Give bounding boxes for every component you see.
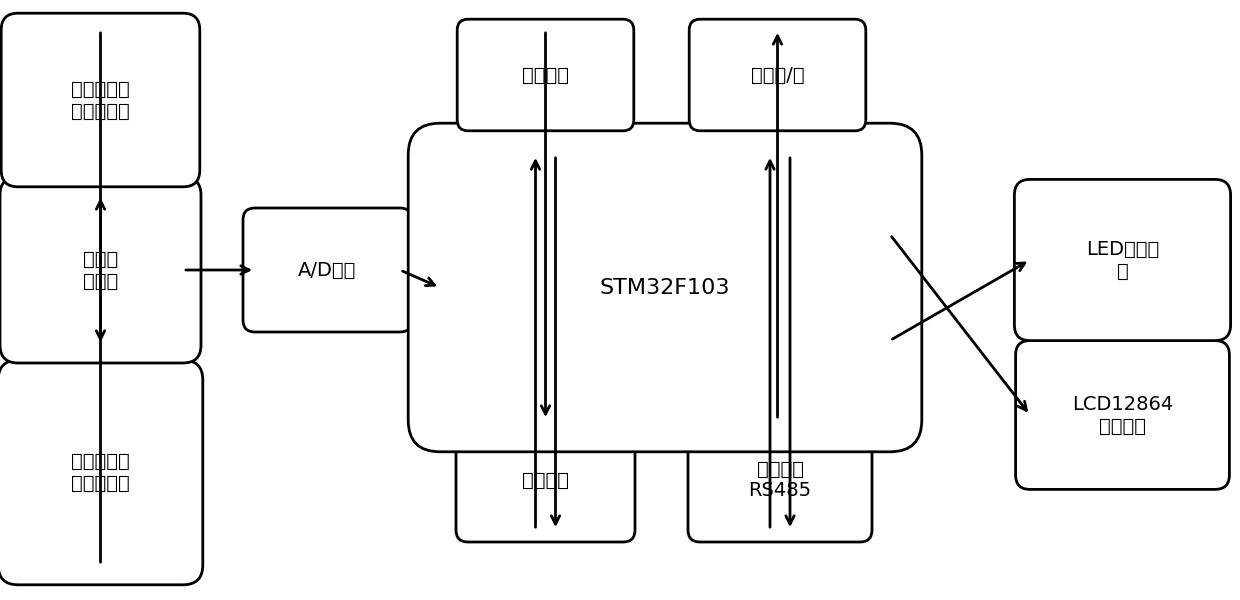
Text: 风机启/停: 风机启/停 — [750, 65, 805, 85]
Text: 电压电流信
号检测电路: 电压电流信 号检测电路 — [71, 79, 130, 121]
Text: 功能按键: 功能按键 — [522, 65, 569, 85]
FancyBboxPatch shape — [689, 19, 866, 131]
Text: LED状态指
示: LED状态指 示 — [1086, 239, 1159, 280]
FancyBboxPatch shape — [408, 123, 921, 452]
FancyBboxPatch shape — [456, 418, 635, 542]
Text: STM32F103: STM32F103 — [600, 277, 730, 298]
FancyBboxPatch shape — [1, 13, 200, 187]
FancyBboxPatch shape — [243, 208, 412, 332]
Text: 通讯接口
RS485: 通讯接口 RS485 — [749, 460, 811, 500]
FancyBboxPatch shape — [0, 360, 203, 585]
FancyBboxPatch shape — [0, 177, 201, 363]
Text: 运算放
大电路: 运算放 大电路 — [83, 250, 118, 290]
FancyBboxPatch shape — [688, 418, 872, 542]
Text: A/D转换: A/D转换 — [299, 260, 357, 280]
FancyBboxPatch shape — [1014, 179, 1230, 341]
Text: 多路温度信
号检测电路: 多路温度信 号检测电路 — [71, 452, 130, 493]
Text: LCD12864
液晶显示: LCD12864 液晶显示 — [1071, 395, 1173, 436]
FancyBboxPatch shape — [1016, 341, 1229, 490]
Text: 扩展存储: 扩展存储 — [522, 470, 569, 490]
FancyBboxPatch shape — [458, 19, 634, 131]
